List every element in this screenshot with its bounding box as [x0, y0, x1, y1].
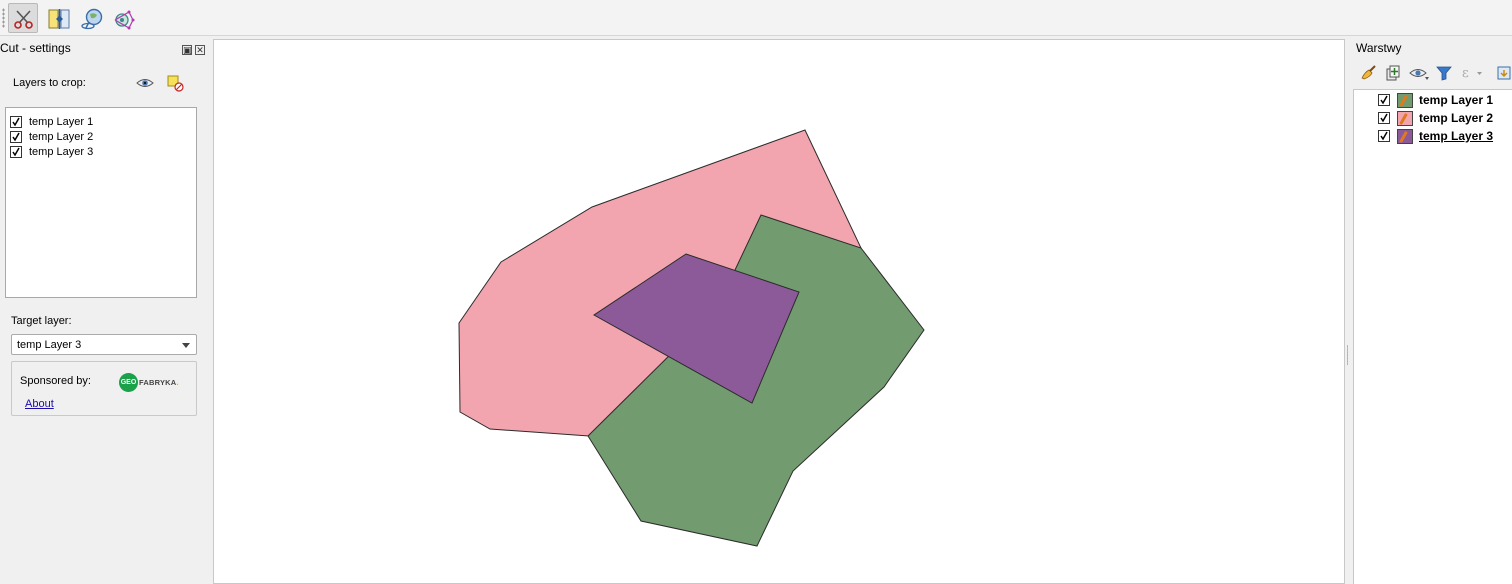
sponsor-box: Sponsored by: GEO FABRYKA. About [11, 361, 197, 416]
vertex-tool-icon [114, 10, 135, 30]
checkmark-icon [12, 117, 20, 127]
plugin-toolbar [0, 0, 1512, 36]
checkmark-icon [1380, 131, 1388, 141]
selection-clear-icon [167, 75, 184, 92]
target-layer-label: Target layer: [11, 315, 72, 327]
filter-icon [1436, 66, 1452, 81]
pencil-icon [1399, 112, 1408, 125]
collapse-icon [1497, 66, 1511, 80]
layer-tree: temp Layer 1 temp Layer 2 temp Layer 3 [1353, 89, 1512, 584]
layer-tree-item[interactable]: temp Layer 2 [1378, 110, 1493, 126]
checkmark-icon [12, 132, 20, 142]
layer-checkbox[interactable] [1378, 130, 1390, 142]
panel-title: Cut - settings [0, 41, 71, 55]
visibility-eye-icon [1409, 69, 1429, 80]
expression-filter-button[interactable]: ε [1459, 63, 1482, 83]
layer-name: temp Layer 1 [1419, 93, 1494, 107]
style-button[interactable] [1358, 63, 1378, 83]
collapse-all-button[interactable] [1495, 63, 1512, 83]
add-group-button[interactable] [1383, 63, 1403, 83]
list-item[interactable]: temp Layer 2 [10, 130, 93, 144]
polygon-symbol-icon [1397, 128, 1413, 144]
eye-icon [136, 79, 154, 87]
polygon-symbol-icon [1397, 110, 1413, 126]
list-item-label: temp Layer 2 [29, 131, 94, 143]
polygon-symbol-icon [1397, 92, 1413, 108]
vertex-tool-button[interactable] [108, 3, 138, 33]
sponsor-label: Sponsored by: [20, 375, 91, 387]
svg-text:ε: ε [1462, 66, 1469, 81]
close-panel-icon[interactable]: ✕ [195, 45, 205, 55]
list-item[interactable]: temp Layer 1 [10, 115, 93, 129]
map-identify-icon [81, 8, 103, 30]
visibility-button[interactable] [1408, 63, 1429, 83]
pencil-icon [1399, 130, 1408, 143]
panel-title: Warstwy [1356, 41, 1402, 55]
dock-controls: ▣ ✕ [179, 42, 205, 56]
toolbar-grip[interactable] [2, 8, 5, 28]
layer-tree-item[interactable]: temp Layer 1 [1378, 92, 1493, 108]
select-features-button[interactable] [166, 74, 184, 92]
layer-name: temp Layer 2 [1419, 111, 1494, 125]
chevron-down-icon [182, 343, 190, 348]
layer-checkbox[interactable] [10, 146, 22, 158]
polygon-temp-layer-3[interactable] [593, 253, 800, 404]
cut-tool-button[interactable] [8, 3, 38, 33]
layer-checkbox[interactable] [10, 131, 22, 143]
logo-circle: GEO [119, 373, 138, 392]
checkmark-icon [1380, 95, 1388, 105]
target-layer-select[interactable]: temp Layer 3 [11, 334, 197, 355]
layer-checkbox[interactable] [1378, 94, 1390, 106]
layer-tree-item[interactable]: temp Layer 3 [1378, 128, 1493, 144]
split-layer-button[interactable] [43, 3, 73, 33]
target-layer-value: temp Layer 3 [17, 339, 82, 351]
layer-checkbox[interactable] [1378, 112, 1390, 124]
filter-button[interactable] [1434, 63, 1454, 83]
logo-text: FABRYKA [139, 378, 177, 387]
list-item-label: temp Layer 1 [29, 116, 94, 128]
style-brush-icon [1361, 65, 1376, 80]
add-group-icon [1386, 65, 1400, 81]
list-item[interactable]: temp Layer 3 [10, 145, 93, 159]
layer-checkbox[interactable] [10, 116, 22, 128]
geofabryka-logo[interactable]: GEO FABRYKA. [119, 373, 179, 392]
cut-settings-panel: Cut - settings ▣ ✕ Layers to crop: [0, 38, 212, 584]
layers-to-crop-label: Layers to crop: [13, 77, 86, 89]
expression-filter-icon: ε [1462, 66, 1482, 81]
split-layer-icon [48, 9, 70, 29]
layers-panel: Warstwy [1348, 38, 1512, 584]
logo-dot: . [176, 378, 179, 387]
layer-name: temp Layer 3 [1419, 129, 1494, 143]
checkmark-icon [12, 147, 20, 157]
float-panel-icon[interactable]: ▣ [182, 45, 192, 55]
checkmark-icon [1380, 113, 1388, 123]
scissors-cut-icon [14, 10, 33, 29]
about-link[interactable]: About [25, 398, 54, 410]
layers-to-crop-list: temp Layer 1 temp Layer 2 temp Layer 3 [5, 107, 197, 298]
list-item-label: temp Layer 3 [29, 146, 94, 158]
identify-map-button[interactable] [76, 3, 106, 33]
map-canvas[interactable] [213, 39, 1345, 584]
toggle-visibility-button[interactable] [136, 76, 154, 90]
pencil-icon [1399, 94, 1408, 107]
